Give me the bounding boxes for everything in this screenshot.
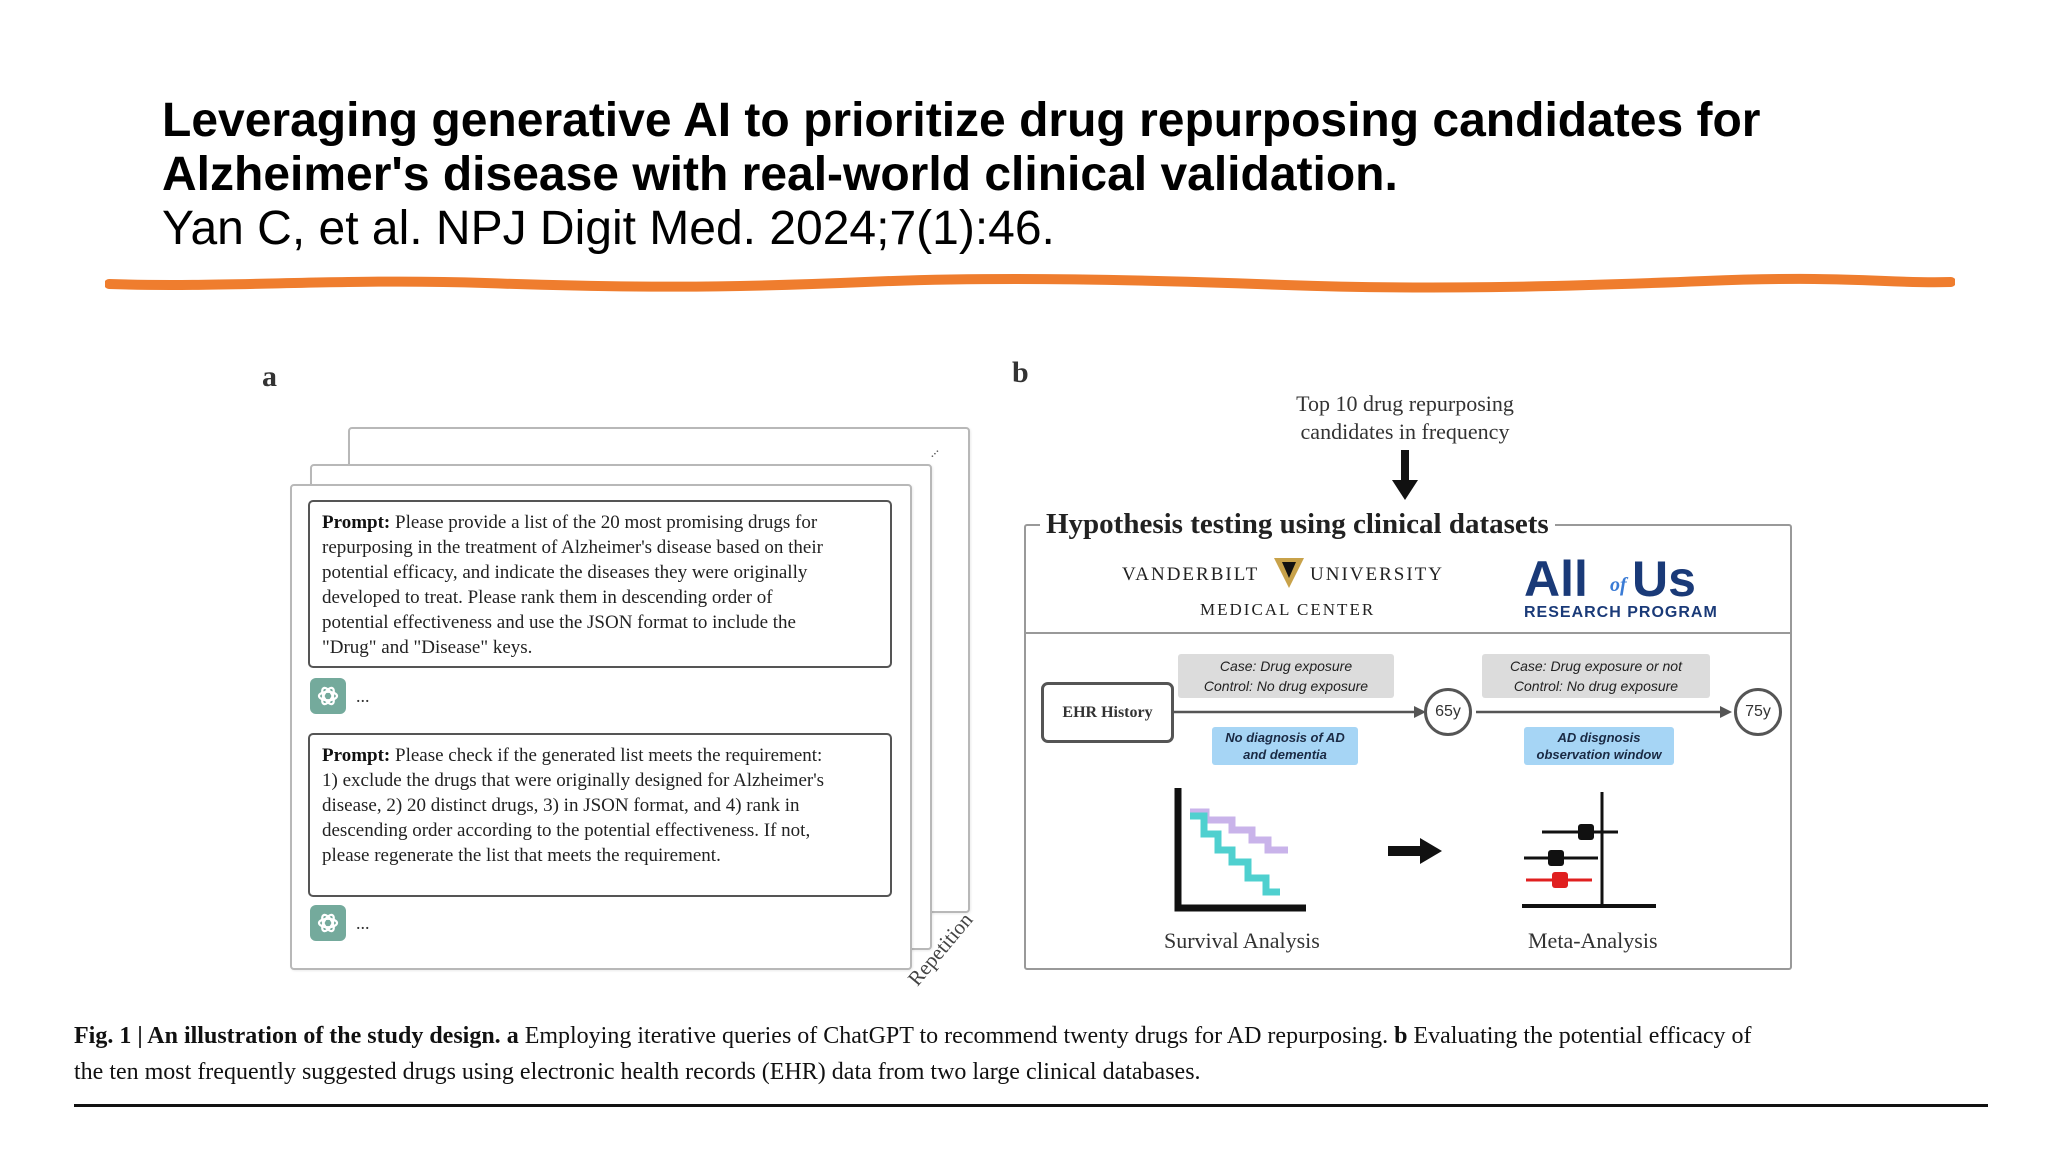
prompt-2-line-5: please regenerate the list that meets th… xyxy=(322,845,721,866)
prompt-1-lead: Prompt: xyxy=(322,512,391,533)
caption-a-label: a xyxy=(506,1023,519,1049)
citation: Yan C, et al. NPJ Digit Med. 2024;7(1):4… xyxy=(162,202,1055,255)
vanderbilt-oak-leaf-icon xyxy=(1274,558,1304,588)
age-75-marker: 75y xyxy=(1734,688,1782,736)
case-control-tag-1: Case: Drug exposure Control: No drug exp… xyxy=(1178,654,1394,698)
prompt-2-line-3: disease, 2) 20 distinct drugs, 3) in JSO… xyxy=(322,795,800,816)
caption-b-label: b xyxy=(1394,1023,1408,1049)
hypothesis-title: Hypothesis testing using clinical datase… xyxy=(1040,508,1555,541)
caption-rule xyxy=(74,1104,1988,1107)
slide-title-line-1: Leveraging generative AI to prioritize d… xyxy=(162,94,1761,147)
blue-1-line-2: and dementia xyxy=(1243,747,1327,762)
age-65-marker: 65y xyxy=(1424,688,1472,736)
prompt-1-line-4: developed to treat. Please rank them in … xyxy=(322,587,773,608)
prompt-box-2: Prompt: Please check if the generated li… xyxy=(308,733,892,897)
chatgpt-knot-glyph xyxy=(317,913,339,933)
prompt-2-line-2: 1) exclude the drugs that were originall… xyxy=(322,770,825,791)
chatgpt-knot-glyph xyxy=(317,686,339,706)
prompt-2-lead: Prompt: xyxy=(322,745,391,766)
slide-title-line-2: Alzheimer's disease with real-world clin… xyxy=(162,148,1398,201)
vanderbilt-sub: MEDICAL CENTER xyxy=(1200,600,1376,619)
pre-window-tag: No diagnosis of AD and dementia xyxy=(1212,727,1358,765)
caption-b-text-1: Evaluating the potential efficacy of xyxy=(1407,1023,1752,1049)
allofus-of: of xyxy=(1610,574,1627,596)
response-placeholder-1: ... xyxy=(356,685,370,706)
allofus-sub: RESEARCH PROGRAM xyxy=(1524,604,1718,621)
down-arrow-icon xyxy=(1392,450,1418,500)
chatgpt-logo-icon xyxy=(310,678,346,714)
prompt-box-1: Prompt: Please provide a list of the 20 … xyxy=(308,500,892,668)
right-arrow-icon xyxy=(1388,838,1442,864)
prompt-2-line-4: descending order according to the potent… xyxy=(322,820,811,841)
caption-b-text-2: the ten most frequently suggested drugs … xyxy=(74,1059,1201,1085)
caption-line-1: Fig. 1 | An illustration of the study de… xyxy=(74,1018,1990,1054)
timeline-arrows xyxy=(1174,706,1732,718)
figure-caption: Fig. 1 | An illustration of the study de… xyxy=(74,1018,1990,1090)
vanderbilt-wordmark-right: UNIVERSITY xyxy=(1310,564,1444,585)
allofus-all: All xyxy=(1524,551,1588,607)
case-1-line-2: Control: No drug exposure xyxy=(1203,678,1369,694)
blue-2-line-2: observation window xyxy=(1536,747,1662,762)
panel-a-label: a xyxy=(262,360,277,393)
caption-a-text: Employing iterative queries of ChatGPT t… xyxy=(518,1023,1389,1049)
response-row-2: ... xyxy=(310,905,370,941)
top-candidates-text: Top 10 drug repurposing candidates in fr… xyxy=(1250,390,1560,446)
ehr-history-box: EHR History xyxy=(1041,682,1174,743)
top-text-line-2: candidates in frequency xyxy=(1300,419,1510,444)
panel-b-label: b xyxy=(1012,356,1029,389)
orange-underline xyxy=(105,273,1955,293)
response-placeholder-2: ... xyxy=(356,912,370,933)
chatgpt-logo-icon xyxy=(310,905,346,941)
vanderbilt-wordmark-left: VANDERBILT xyxy=(1122,564,1260,585)
meta-analysis-label: Meta-Analysis xyxy=(1528,928,1658,953)
case-1-line-1: Case: Drug exposure xyxy=(1219,658,1353,674)
blue-2-line-1: AD disgnosis xyxy=(1557,730,1641,745)
slide-title: Leveraging generative AI to prioritize d… xyxy=(162,94,1982,202)
prompt-1-line-2: repurposing in the treatment of Alzheime… xyxy=(322,537,823,558)
observation-window-tag: AD disgnosis observation window xyxy=(1524,727,1674,765)
hypothesis-divider xyxy=(1026,632,1790,634)
caption-fig-label: Fig. 1 | An illustration of the study de… xyxy=(74,1023,501,1049)
response-row-1: ... xyxy=(310,678,370,714)
forest-plot-icon xyxy=(1522,792,1656,908)
prompt-1-line-3: potential efficacy, and indicate the dis… xyxy=(322,562,808,583)
top-text-line-1: Top 10 drug repurposing xyxy=(1296,391,1514,416)
case-control-tag-2: Case: Drug exposure or not Control: No d… xyxy=(1482,654,1710,698)
allofus-us: Us xyxy=(1632,551,1696,607)
prompt-1-line-5: potential effectiveness and use the JSON… xyxy=(322,612,796,633)
survival-analysis-label: Survival Analysis xyxy=(1164,928,1320,953)
blue-1-line-1: No diagnosis of AD xyxy=(1225,730,1345,745)
survival-curve-icon xyxy=(1174,788,1306,912)
case-2-line-2: Control: No drug exposure xyxy=(1513,678,1679,694)
prompt-2-line-1: Please check if the generated list meets… xyxy=(390,745,823,766)
case-2-line-1: Case: Drug exposure or not xyxy=(1510,658,1682,674)
prompt-1-line-1: Please provide a list of the 20 most pro… xyxy=(390,512,818,533)
prompt-1-line-6: "Drug" and "Disease" keys. xyxy=(322,637,533,658)
